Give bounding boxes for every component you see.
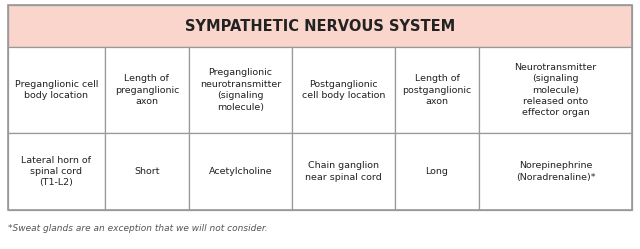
Text: Long: Long — [426, 167, 449, 176]
Bar — [292, 133, 395, 210]
Bar — [105, 47, 189, 133]
Text: Norepinephrine
(Noradrenaline)*: Norepinephrine (Noradrenaline)* — [516, 161, 595, 182]
Text: Neurotransmitter
(signaling
molecule)
released onto
effector organ: Neurotransmitter (signaling molecule) re… — [515, 62, 596, 117]
Bar — [395, 47, 479, 133]
Bar — [189, 47, 292, 133]
Bar — [8, 133, 105, 210]
Bar — [8, 47, 105, 133]
Text: Chain ganglion
near spinal cord: Chain ganglion near spinal cord — [305, 161, 382, 182]
Text: Length of
preganglionic
axon: Length of preganglionic axon — [115, 74, 179, 106]
Text: Length of
postganglionic
axon: Length of postganglionic axon — [403, 74, 472, 106]
Bar — [189, 133, 292, 210]
Bar — [395, 133, 479, 210]
Bar — [8, 5, 632, 47]
Text: *Sweat glands are an exception that we will not consider.: *Sweat glands are an exception that we w… — [8, 224, 268, 233]
Text: Short: Short — [134, 167, 159, 176]
Bar — [292, 47, 395, 133]
Bar — [479, 47, 632, 133]
Text: Preganglionic
neurotransmitter
(signaling
molecule): Preganglionic neurotransmitter (signalin… — [200, 68, 281, 112]
Text: Preganglionic cell
body location: Preganglionic cell body location — [15, 80, 98, 100]
Text: SYMPATHETIC NERVOUS SYSTEM: SYMPATHETIC NERVOUS SYSTEM — [185, 18, 455, 34]
Bar — [479, 133, 632, 210]
Text: Lateral horn of
spinal cord
(T1-L2): Lateral horn of spinal cord (T1-L2) — [21, 156, 92, 187]
Bar — [105, 133, 189, 210]
Text: Postganglionic
cell body location: Postganglionic cell body location — [301, 80, 385, 100]
Text: Acetylcholine: Acetylcholine — [209, 167, 272, 176]
Bar — [8, 5, 632, 210]
